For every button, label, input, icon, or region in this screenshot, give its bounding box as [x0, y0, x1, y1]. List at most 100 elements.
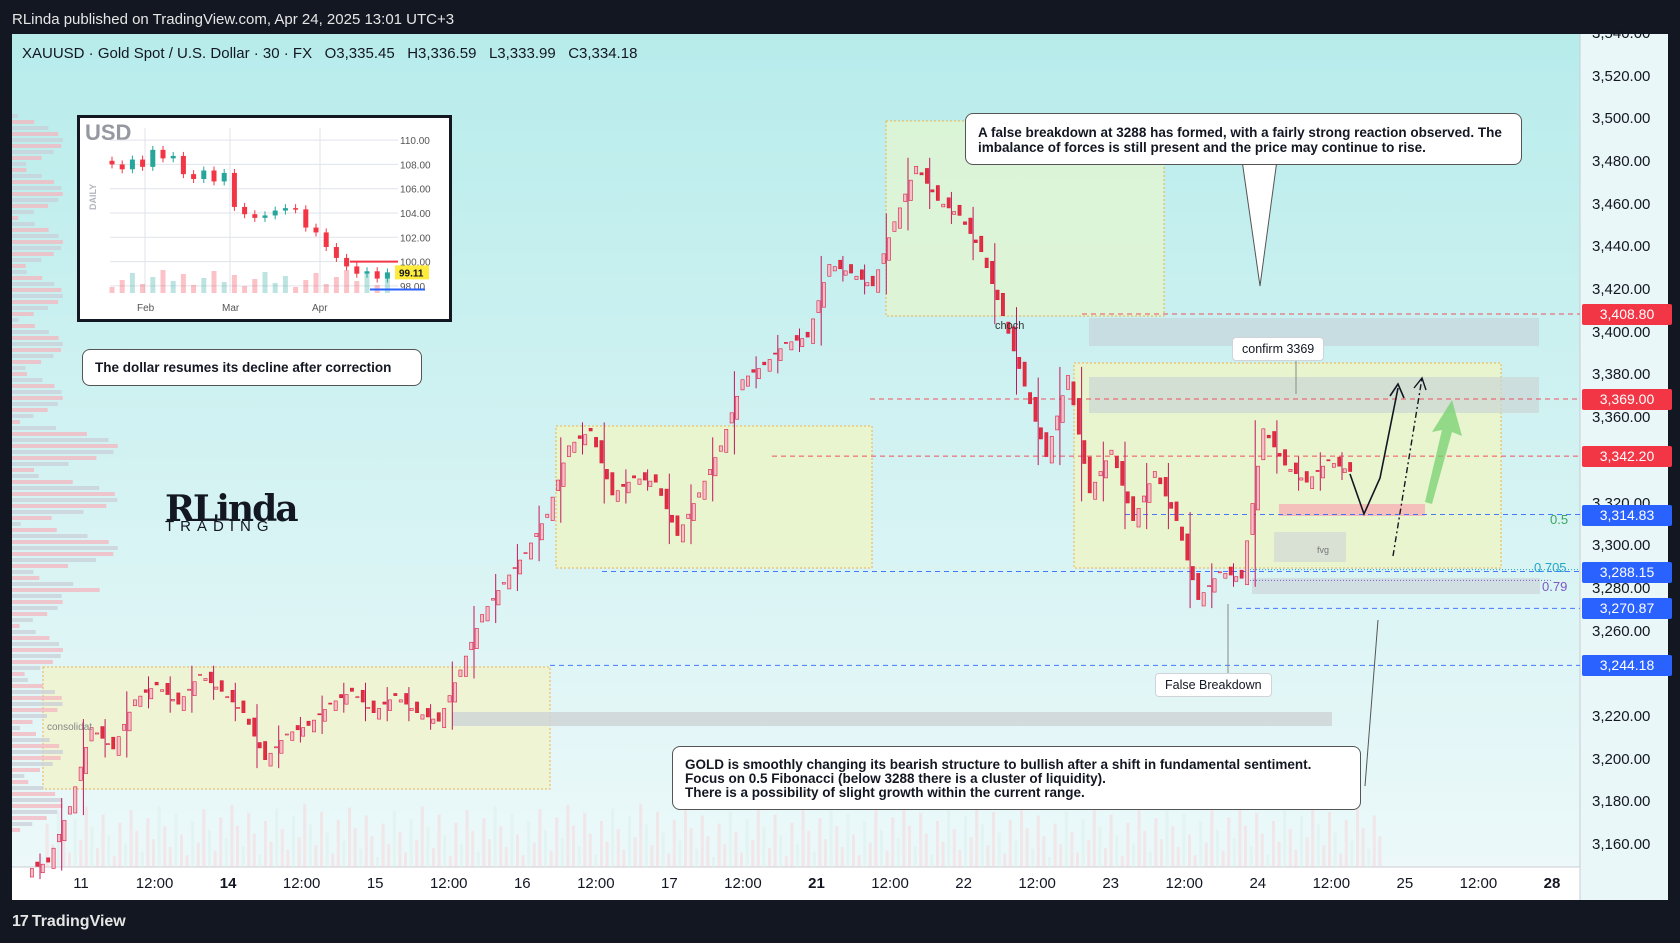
volume-bar — [611, 808, 615, 867]
volume-bar — [1148, 851, 1152, 867]
tradingview-logo[interactable]: 17 TradingView — [12, 913, 126, 931]
volume-profile-bar — [12, 732, 36, 736]
volume-bar — [695, 848, 699, 867]
volume-profile-bar — [12, 258, 42, 262]
volume-profile-bar — [12, 294, 63, 298]
volume-bar — [381, 823, 385, 867]
inset-volume — [344, 270, 350, 293]
candle-body — [301, 727, 306, 737]
candle-body — [1163, 477, 1168, 497]
volume-bar — [824, 839, 827, 867]
candle-body — [995, 289, 1000, 301]
price-tag: 3,314.83 — [1582, 504, 1672, 526]
x-tick-label: 12:00 — [871, 875, 909, 892]
volume-bar — [510, 813, 514, 867]
candle-body — [350, 687, 354, 692]
candle-body — [274, 746, 278, 749]
inset-candle — [150, 149, 156, 167]
candle-body — [1196, 573, 1201, 600]
volume-bar — [448, 856, 452, 867]
candle-body — [973, 239, 978, 243]
candle-body — [897, 207, 902, 229]
volume-bar — [1333, 832, 1337, 867]
candle-body — [171, 699, 175, 702]
volume-bar — [40, 857, 43, 867]
candle-body — [463, 655, 468, 677]
volume-profile-bar — [12, 360, 42, 364]
main-chart-svg[interactable] — [12, 34, 1668, 900]
inset-volume — [221, 282, 227, 293]
volume-bar — [1115, 835, 1119, 867]
inset-candle — [231, 172, 237, 207]
candle-body — [51, 847, 56, 869]
volume-bar — [230, 804, 234, 867]
inset-candle — [119, 164, 125, 170]
y-tick-label: 3,540.00 — [1592, 25, 1651, 42]
y-tick-label: 3,380.00 — [1592, 366, 1651, 384]
volume-bar — [258, 854, 262, 867]
volume-bar — [583, 812, 587, 867]
candle-body — [35, 861, 40, 867]
candle-body — [116, 736, 121, 756]
volume-profile-bar — [12, 126, 49, 130]
volume-profile-bar — [12, 156, 42, 160]
y-tick-label: 3,300.00 — [1592, 537, 1651, 555]
volume-profile-bar — [12, 660, 53, 664]
volume-bar — [1092, 806, 1096, 867]
candle-body — [1131, 496, 1136, 521]
chart-area[interactable] — [12, 34, 1668, 900]
x-tick-label: 12:00 — [1018, 875, 1056, 892]
volume-profile-bar — [12, 552, 114, 556]
candle-body — [284, 733, 289, 736]
top-note: A false breakdown at 3288 has formed, wi… — [965, 113, 1522, 165]
volume-bar — [68, 852, 71, 867]
volume-bar — [1188, 834, 1191, 867]
volume-bar — [1249, 846, 1253, 867]
volume-profile-bar — [12, 786, 44, 790]
candle-body — [105, 743, 110, 745]
y-tick-label: 3,180.00 — [1592, 793, 1651, 811]
candle-body — [78, 766, 83, 781]
inset-volume — [282, 276, 288, 293]
candle-body — [664, 488, 669, 510]
volume-bar — [252, 833, 256, 867]
candle-body — [1049, 435, 1054, 464]
candle-body — [1066, 375, 1070, 390]
volume-bar — [370, 836, 374, 867]
candle-body — [751, 369, 756, 373]
volume-bar — [1199, 821, 1203, 867]
volume-bar — [1266, 854, 1270, 867]
candle-body — [312, 719, 316, 733]
fvg-label: fvg — [1317, 545, 1330, 555]
candle-body — [458, 669, 463, 677]
volume-bar — [90, 827, 94, 867]
candle-body — [1185, 533, 1190, 561]
candle-body — [480, 614, 485, 623]
candle-body — [1028, 392, 1032, 405]
volume-bar — [1025, 828, 1029, 867]
inset-volume — [384, 278, 390, 293]
inset-candle — [344, 257, 350, 267]
volume-bar — [992, 812, 995, 867]
volume-profile-bar — [12, 186, 62, 190]
candle-body — [198, 673, 202, 676]
candle-body — [474, 628, 479, 649]
volume-profile-bar — [12, 408, 48, 412]
inset-x-tick: Feb — [137, 303, 155, 314]
volume-bar — [1154, 818, 1158, 867]
volume-bar — [908, 825, 911, 867]
candle-body — [344, 694, 349, 705]
inset-volume — [333, 277, 339, 293]
volume-bar — [432, 848, 435, 867]
volume-profile-bar — [12, 396, 63, 400]
volume-profile-bar — [12, 366, 26, 370]
y-tick-label: 3,260.00 — [1592, 622, 1651, 640]
candle-body — [729, 412, 734, 424]
volume-profile-bar — [12, 132, 59, 136]
inset-volume — [293, 287, 299, 293]
consolidation-label: consolidat — [47, 722, 93, 733]
candle-body — [979, 235, 984, 252]
volume-bar — [1305, 837, 1309, 867]
volume-profile-bar — [12, 462, 69, 466]
candle-body — [111, 736, 116, 750]
